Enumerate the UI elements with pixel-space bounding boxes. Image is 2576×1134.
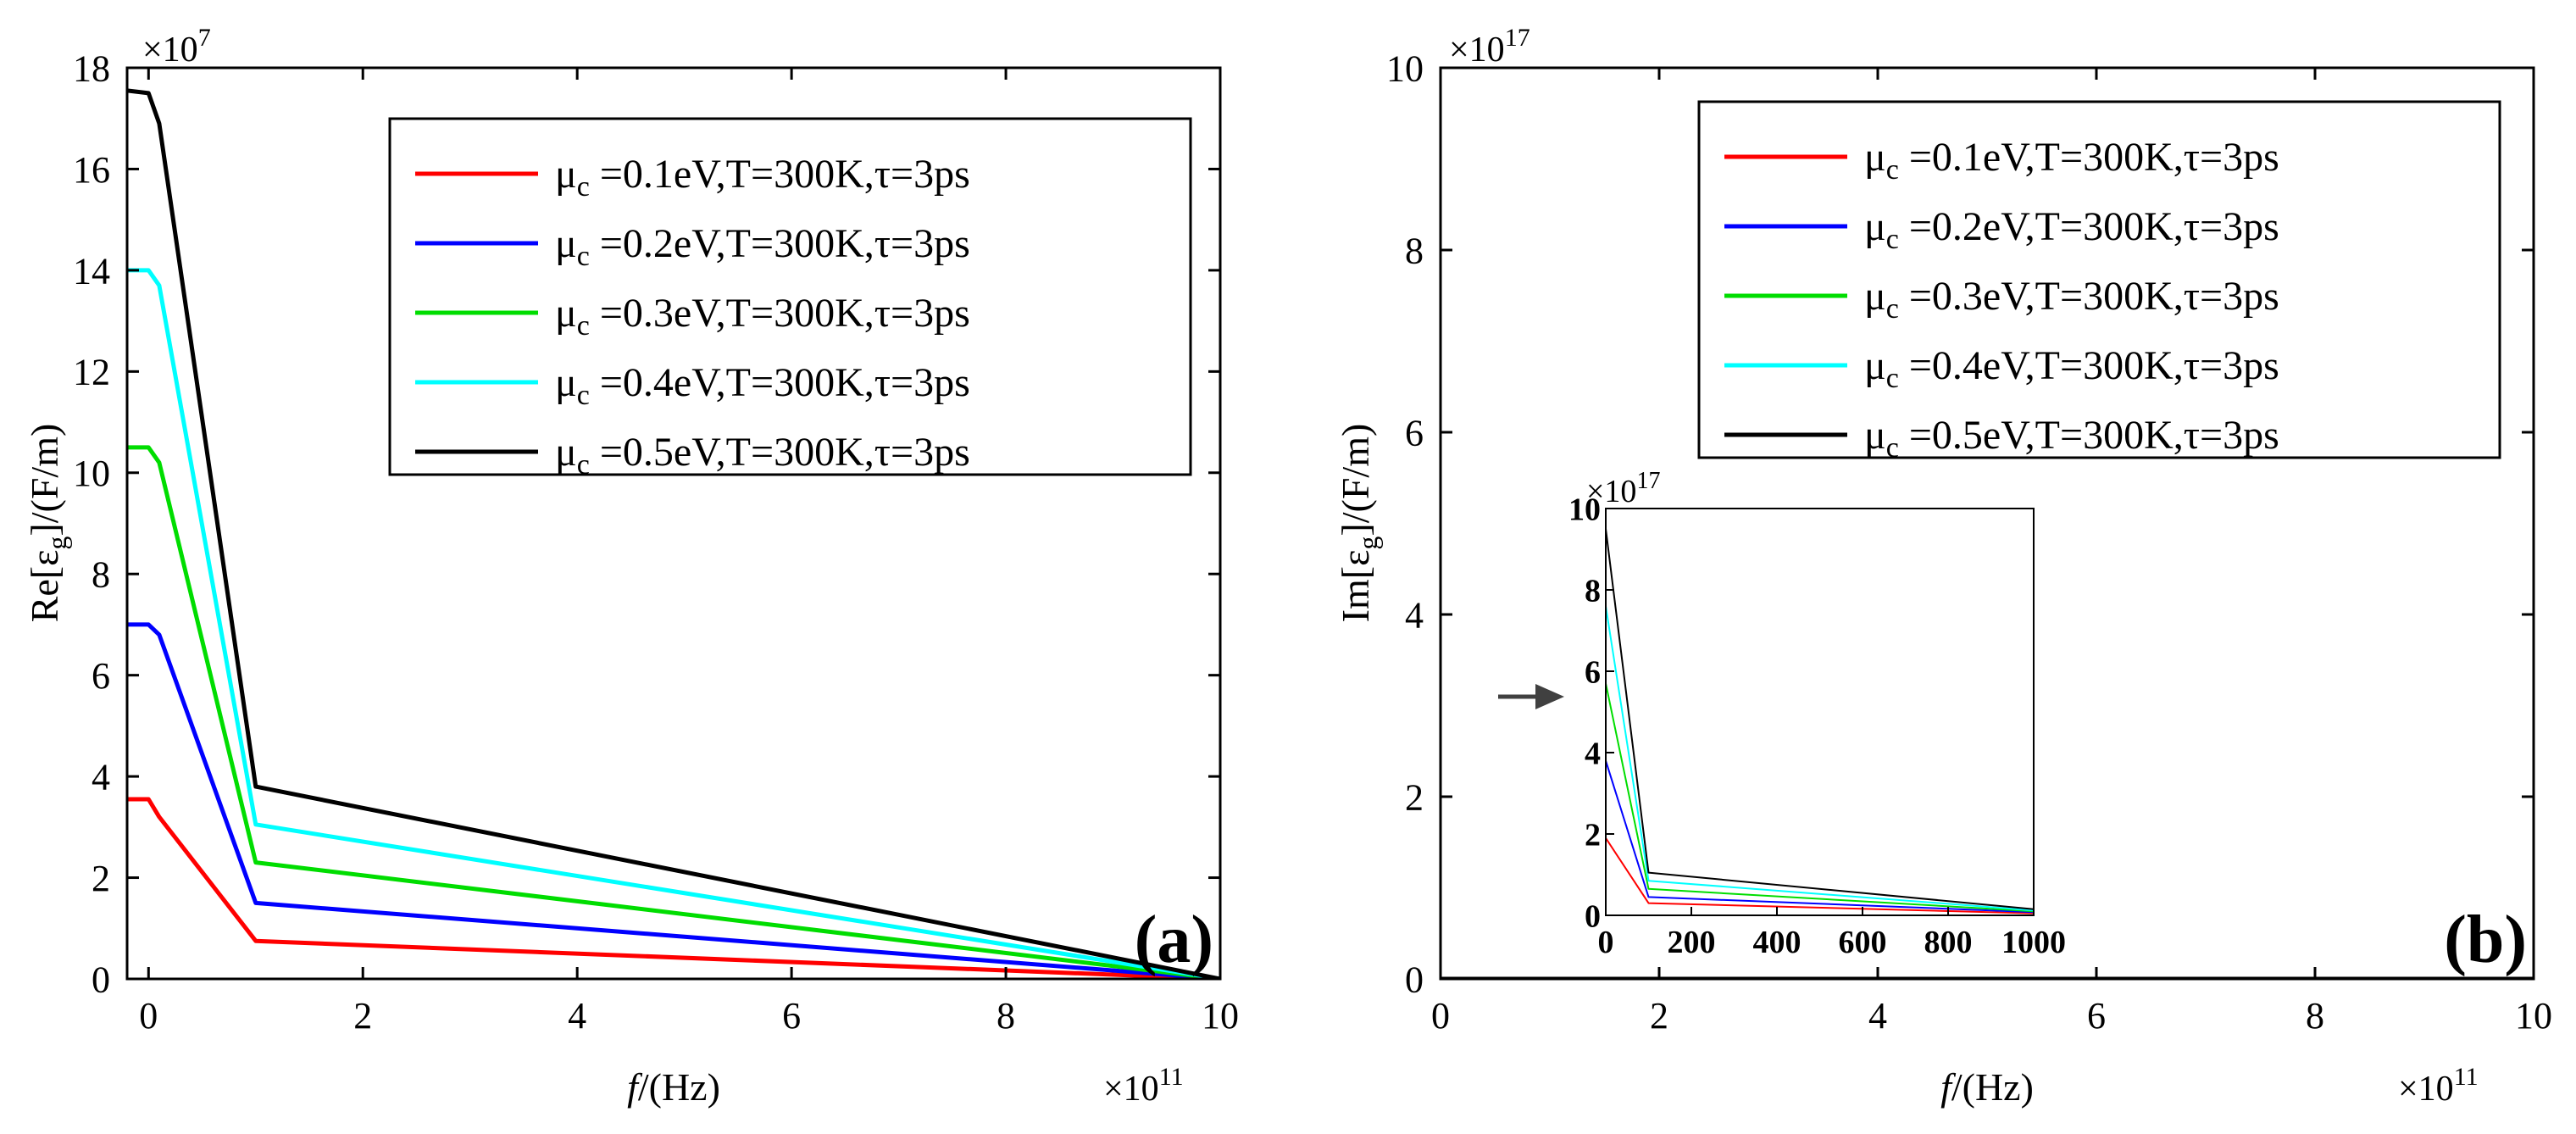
panel-a-series-red — [127, 797, 1220, 979]
panel-b-label: (b) — [2444, 903, 2527, 977]
inset-arrow-head — [1535, 684, 1564, 709]
panel-a-legend-entry: μc =0.5eV,T=300K,τ=3ps — [555, 430, 970, 481]
panel-b-x-tick-label: 6 — [2087, 995, 2106, 1037]
inset-background — [1606, 509, 2034, 915]
panel-a-x-axis-label: f/(Hz) — [627, 1065, 720, 1109]
panel-a-x-tick-label: 10 — [1202, 995, 1239, 1037]
panel-a-label: (a) — [1135, 903, 1213, 977]
inset-y-tick-label: 6 — [1585, 654, 1601, 690]
panel-a-y-tick-label: 0 — [92, 959, 110, 1000]
panel-b-x-tick-label: 8 — [2306, 995, 2324, 1037]
panel-a-legend-entry: μc =0.2eV,T=300K,τ=3ps — [555, 221, 970, 272]
panel-b-y-tick-label: 8 — [1405, 230, 1424, 271]
panel-a-legend-entry: μc =0.1eV,T=300K,τ=3ps — [555, 152, 970, 203]
inset-y-tick-label: 4 — [1585, 736, 1601, 771]
panel-a-y-tick-label: 4 — [92, 757, 110, 798]
panel-a-x-exponent: ×1011 — [1103, 1063, 1184, 1109]
inset-y-tick-label: 8 — [1585, 573, 1601, 609]
panel-b-y-exponent: ×1017 — [1449, 24, 1530, 69]
inset-y-tick-label: 10 — [1568, 492, 1601, 527]
inset-y-tick-label: 2 — [1585, 817, 1601, 853]
inset-x-tick-label: 400 — [1753, 925, 1802, 960]
panel-b-x-tick-label: 10 — [2515, 995, 2552, 1037]
panel-a-series-blue — [127, 622, 1220, 979]
panel-a-legend-box — [388, 117, 1192, 476]
inset-x-tick-label: 800 — [1924, 925, 1973, 960]
panel-a-x-tick-label: 8 — [997, 995, 1015, 1037]
panel-a-ticks: 0 2 4 6 8 10 0 2 4 6 8 10 12 14 16 18 — [73, 47, 1239, 1037]
inset-y-tick-label: 0 — [1585, 898, 1601, 934]
panel-b-legend-box — [1697, 100, 2501, 459]
panel-b-x-exponent: ×1011 — [2398, 1063, 2479, 1109]
inset-series-blue — [1606, 760, 2034, 914]
panel-b-x-axis-label: f/(Hz) — [1940, 1065, 2034, 1109]
panel-a-legend-entry: μc =0.4eV,T=300K,τ=3ps — [555, 360, 970, 411]
panel-b-legend-entry: μc =0.3eV,T=300K,τ=3ps — [1864, 274, 2279, 325]
panel-a-y-tick-label: 14 — [73, 250, 110, 292]
panel-a-legend: μc =0.1eV,T=300K,τ=3ps μc =0.2eV,T=300K,τ… — [388, 117, 1192, 481]
panel-a-axes-frame — [125, 66, 1222, 981]
inset-series-green — [1606, 683, 2034, 913]
inset-y-exponent: ×1017 — [1586, 468, 1660, 509]
panel-a-x-tick-label: 2 — [353, 995, 372, 1037]
panel-a-y-tick-label: 12 — [73, 352, 110, 393]
panel-a-y-tick-label: 18 — [73, 47, 110, 89]
panel-b-legend-entry: μc =0.1eV,T=300K,τ=3ps — [1864, 135, 2279, 186]
panel-a-series-green — [127, 445, 1220, 979]
panel-b: 0 2 4 6 8 10 0 2 4 6 8 10 ×1017 ×1011 f/(Hz) Im[εg]… — [1334, 24, 2552, 1109]
panel-b-x-tick-label: 4 — [1868, 995, 1887, 1037]
panel-a-x-tick-label: 0 — [139, 995, 158, 1037]
inset-x-tick-label: 0 — [1598, 925, 1614, 960]
panel-b-x-tick-label: 0 — [1431, 995, 1450, 1037]
panel-a-series-cyan — [127, 268, 1220, 979]
panel-b-y-tick-label: 2 — [1405, 776, 1424, 818]
panel-a-y-tick-label: 6 — [92, 655, 110, 697]
panel-b-y-tick-label: 6 — [1405, 412, 1424, 453]
inset-arrow — [1498, 684, 1564, 709]
panel-a-y-tick-label: 2 — [92, 858, 110, 899]
panel-a: 0 2 4 6 8 10 0 2 4 6 8 10 12 14 16 18 ×107 ×1011 f/(Hz)… — [23, 24, 1239, 1109]
panel-a-y-axis-label: Re[εg]/(F/m) — [23, 424, 72, 623]
panel-b-legend-entry: μc =0.4eV,T=300K,τ=3ps — [1864, 343, 2279, 394]
inset-x-tick-label: 600 — [1839, 925, 1887, 960]
panel-b-y-tick-label: 0 — [1405, 959, 1424, 1000]
panel-b-legend-entry: μc =0.2eV,T=300K,τ=3ps — [1864, 204, 2279, 255]
panel-a-y-exponent: ×107 — [142, 24, 211, 69]
inset-ticks: 0 200 400 600 800 1000 0 2 4 6 8 10 — [1568, 492, 2066, 960]
panel-b-ticks: 0 2 4 6 8 10 0 2 4 6 8 10 — [1386, 47, 2552, 1037]
panel-a-y-tick-label: 10 — [73, 453, 110, 494]
panel-b-y-axis-label: Im[εg]/(F/m) — [1334, 424, 1383, 623]
panel-a-x-tick-label: 4 — [568, 995, 586, 1037]
panel-b-legend: μc =0.1eV,T=300K,τ=3ps μc =0.2eV,T=300K,τ… — [1697, 100, 2501, 464]
panel-a-x-tick-label: 6 — [782, 995, 801, 1037]
panel-a-y-tick-label: 16 — [73, 149, 110, 191]
panel-b-legend-entry: μc =0.5eV,T=300K,τ=3ps — [1864, 413, 2279, 464]
panel-b-x-tick-label: 2 — [1650, 995, 1668, 1037]
inset-x-tick-label: 1000 — [2001, 925, 2066, 960]
panel-a-legend-entry: μc =0.3eV,T=300K,τ=3ps — [555, 291, 970, 342]
panel-a-series-black — [127, 88, 1220, 979]
panel-a-series-group — [127, 88, 1220, 979]
inset-series-black — [1606, 528, 2034, 910]
panel-a-y-tick-label: 8 — [92, 554, 110, 596]
panel-b-axes-frame — [1439, 66, 2535, 981]
inset-series-cyan — [1606, 606, 2034, 912]
inset-series-red — [1606, 837, 2034, 914]
inset-series-group — [1606, 528, 2034, 914]
panel-b-y-tick-label: 4 — [1405, 594, 1424, 636]
panel-b-inset: 0 200 400 600 800 1000 0 2 4 6 8 10 ×1017 — [1568, 468, 2066, 960]
panel-b-y-tick-label: 10 — [1386, 47, 1424, 89]
inset-axes-frame — [1605, 508, 2035, 916]
inset-x-tick-label: 200 — [1668, 925, 1716, 960]
